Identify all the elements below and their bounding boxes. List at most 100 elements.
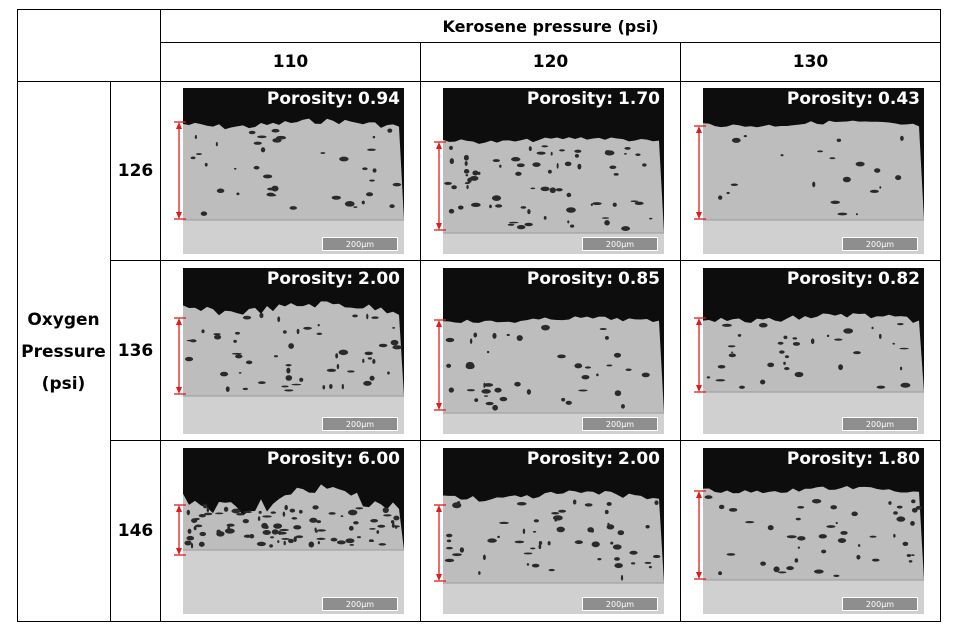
- pore: [871, 326, 874, 330]
- column-header: 120: [532, 52, 569, 72]
- pore: [556, 526, 565, 533]
- pore: [372, 358, 376, 364]
- pore: [645, 524, 650, 529]
- pore: [578, 389, 588, 392]
- pore: [506, 333, 510, 337]
- porosity-value: 6.00: [358, 449, 400, 469]
- pore: [353, 206, 358, 208]
- micrograph-cell: Porosity: 1.80 200μm: [694, 448, 924, 614]
- pore: [842, 176, 851, 183]
- pore: [242, 315, 252, 320]
- pore: [472, 170, 479, 176]
- pore: [492, 332, 497, 339]
- pore: [449, 145, 453, 150]
- porosity-label: Porosity: 1.70: [526, 89, 660, 109]
- pore: [482, 554, 486, 561]
- pore: [612, 202, 617, 207]
- pore: [483, 383, 494, 387]
- pore: [604, 335, 609, 340]
- pore: [780, 154, 784, 157]
- column-header: 110: [272, 52, 309, 72]
- pore: [522, 528, 526, 535]
- porosity-label: Porosity: 0.82: [786, 269, 920, 289]
- pore: [257, 381, 266, 385]
- pore: [541, 145, 549, 148]
- pore: [721, 323, 732, 327]
- pore: [556, 162, 559, 169]
- pore: [446, 363, 452, 368]
- pore: [216, 188, 225, 194]
- pore: [566, 192, 572, 198]
- pore: [836, 138, 842, 143]
- pore: [499, 521, 509, 525]
- row-header: 136: [117, 340, 154, 361]
- column-header: 130: [792, 52, 829, 72]
- pore: [767, 362, 775, 368]
- coating-layer: [183, 118, 404, 220]
- pore: [727, 345, 736, 348]
- pore: [465, 174, 469, 177]
- pore: [278, 530, 282, 536]
- pore: [330, 537, 338, 542]
- pore: [270, 536, 275, 539]
- porosity-label: Porosity: 2.00: [266, 269, 400, 289]
- pore: [344, 200, 355, 207]
- pore: [348, 525, 354, 531]
- pore: [642, 163, 647, 167]
- pore: [879, 186, 882, 189]
- pore: [314, 530, 318, 533]
- pore: [526, 389, 531, 395]
- thickness-arrow: [434, 504, 446, 582]
- pore: [590, 529, 594, 533]
- pore: [257, 135, 267, 139]
- porosity-value: 0.85: [618, 269, 660, 289]
- pore: [328, 512, 336, 515]
- pore: [706, 376, 711, 379]
- row-group-title-line: Oxygen: [27, 310, 100, 330]
- pore: [630, 200, 639, 203]
- pore: [547, 541, 551, 546]
- pore: [786, 566, 794, 571]
- table-line-row2-bottom: [111, 440, 940, 441]
- row-header: 126: [117, 161, 154, 181]
- pore: [897, 322, 904, 326]
- pore: [838, 364, 844, 371]
- coating-layer: [703, 313, 924, 392]
- pore: [610, 541, 614, 545]
- pore: [262, 174, 273, 179]
- pore: [269, 544, 273, 548]
- pore: [369, 179, 375, 182]
- column-group-title: Kerosene pressure (psi): [442, 16, 659, 36]
- pore: [604, 150, 615, 156]
- porosity-label: Porosity: 0.85: [526, 269, 660, 289]
- pore: [554, 519, 557, 522]
- pore: [896, 505, 903, 509]
- pore: [718, 504, 725, 510]
- pore: [469, 338, 473, 344]
- pore: [812, 181, 816, 188]
- pore: [282, 511, 286, 517]
- pore: [797, 505, 805, 509]
- pore: [444, 558, 455, 563]
- pore: [893, 533, 896, 538]
- pore: [530, 187, 536, 190]
- pore: [483, 382, 486, 388]
- pore: [540, 186, 550, 192]
- porosity-value: 1.70: [618, 89, 660, 109]
- coating-layer: [183, 301, 404, 396]
- pore: [507, 223, 515, 226]
- pore: [365, 192, 374, 197]
- micrograph-image: [443, 448, 664, 614]
- pore: [810, 338, 815, 345]
- porosity-label: Porosity: 0.43: [786, 89, 920, 109]
- pore: [497, 535, 500, 539]
- pore: [549, 187, 556, 194]
- pore: [457, 205, 464, 210]
- pore: [387, 128, 393, 133]
- pore: [215, 512, 224, 515]
- pore: [260, 147, 266, 153]
- pore: [574, 540, 583, 545]
- pore: [202, 503, 208, 509]
- pore: [911, 507, 918, 513]
- pore: [855, 213, 858, 216]
